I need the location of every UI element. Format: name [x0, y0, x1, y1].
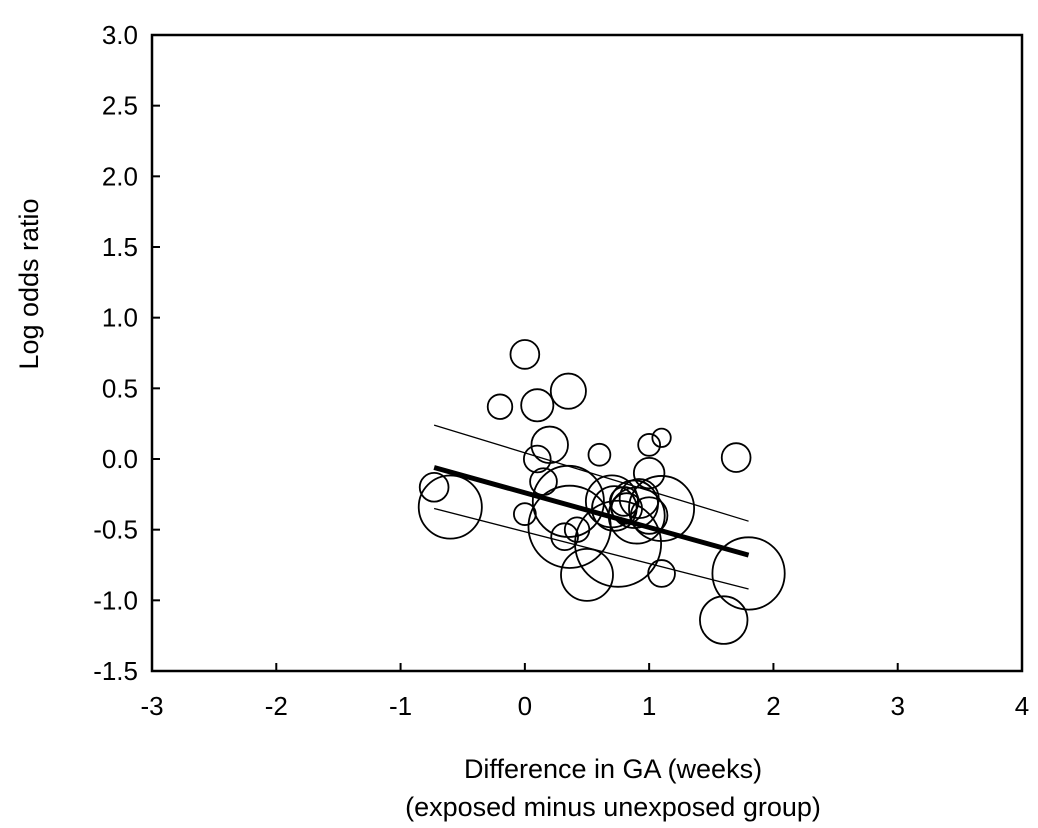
x-tick-label: 0: [518, 691, 532, 721]
y-tick-label: -0.5: [93, 515, 138, 545]
y-tick-label: 3.0: [102, 20, 138, 50]
study-bubble: [549, 372, 587, 410]
study-bubble: [509, 339, 541, 370]
study-bubble: [651, 427, 672, 448]
study-bubble: [647, 559, 676, 588]
y-axis-title: Log odds ratio: [14, 198, 44, 369]
plot-area-frame: [150, 33, 1024, 673]
study-bubble: [618, 478, 660, 520]
study-bubble: [417, 474, 483, 540]
y-tick-label: 1.5: [102, 232, 138, 262]
ci-lower-line: [433, 507, 749, 590]
ci-upper-line: [433, 424, 749, 522]
x-axis: -3 -2 -1 0 1 2 3 4: [140, 663, 1029, 721]
study-bubble: [560, 547, 614, 602]
x-tick-label: 2: [766, 691, 780, 721]
study-bubble: [550, 522, 579, 552]
y-tick-label: 1.0: [102, 303, 138, 333]
study-bubble: [574, 499, 663, 588]
y-tick-label: -1.5: [93, 656, 138, 686]
y-tick-label: 2.5: [102, 91, 138, 121]
study-bubble: [629, 496, 669, 535]
regression-line: [433, 465, 750, 558]
study-bubble: [637, 433, 661, 457]
x-axis-title-line2: (exposed minus unexposed group): [405, 792, 821, 822]
study-bubble: [587, 442, 612, 467]
study-bubble: [530, 425, 569, 465]
x-axis-title: Difference in GA (weeks): [464, 754, 762, 784]
study-bubble: [520, 388, 555, 423]
study-bubble: [711, 536, 786, 611]
study-bubble: [418, 471, 450, 503]
x-tick-label: -1: [389, 691, 412, 721]
study-bubble: [628, 475, 696, 542]
data-bubbles: [417, 339, 786, 645]
x-tick-label: 4: [1015, 691, 1029, 721]
study-bubble: [522, 444, 552, 474]
x-tick-label: 3: [890, 691, 904, 721]
regression-lines: [433, 424, 750, 590]
study-bubble: [486, 393, 514, 420]
y-tick-label: 2.0: [102, 161, 138, 191]
y-tick-label: -1.0: [93, 585, 138, 615]
y-tick-label: 0.0: [102, 444, 138, 474]
y-tick-label: 0.5: [102, 373, 138, 403]
y-axis: 3.0 2.5 2.0 1.5 1.0 0.5 0.0 -0.5 -1.0 -1.5: [93, 20, 160, 686]
study-bubble: [699, 595, 749, 645]
x-tick-label: -3: [140, 691, 163, 721]
x-tick-label: -2: [265, 691, 288, 721]
study-bubble: [632, 456, 666, 490]
study-bubble: [720, 442, 752, 473]
x-tick-label: 1: [642, 691, 656, 721]
